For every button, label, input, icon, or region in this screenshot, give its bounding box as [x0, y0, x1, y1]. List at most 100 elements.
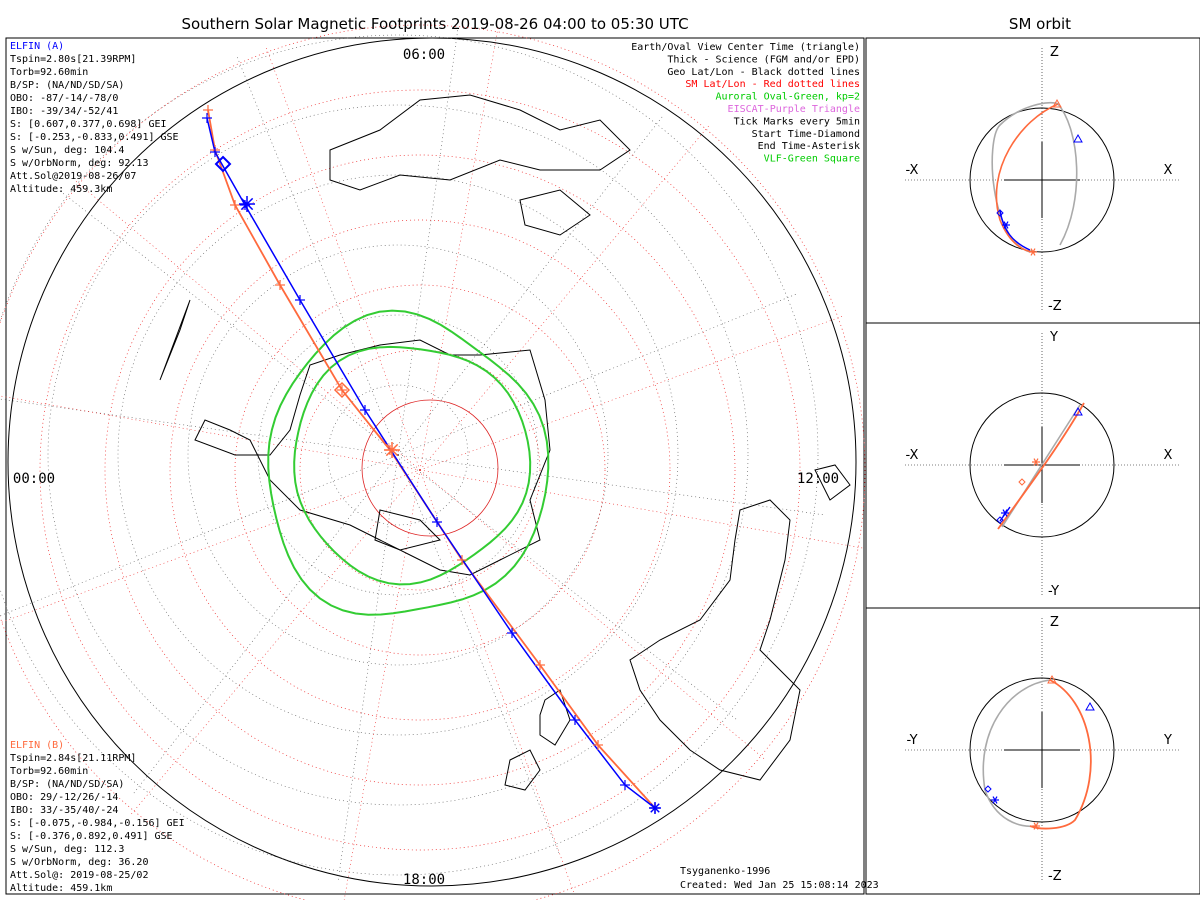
panel-axis-label: Y	[1049, 330, 1058, 345]
sat-a-info-line: S: [0.607,0.377,0.698] GEI	[10, 119, 167, 130]
sm-lon-line	[0, 395, 421, 471]
legend-item: End Time-Asterisk	[758, 141, 860, 152]
sat-a-info: ELFIN (A) Tspin=2.80s[21.39RPM] Torb=92.60…	[10, 41, 179, 195]
sm-lon-line	[419, 125, 710, 471]
created-label: Created: Wed Jan 25 15:08:14 2023	[680, 880, 879, 891]
sm-lat-circle	[0, 24, 866, 900]
sat-a-info-line: Torb=92.60min	[10, 67, 88, 78]
panel-axis-label: -X	[906, 448, 919, 463]
panel-diamond-marker	[1018, 478, 1026, 486]
coastline	[504, 749, 541, 791]
sat-b-info-line: B/SP: (NA/ND/SD/SA)	[10, 779, 124, 790]
model-label: Tsyganenko-1996	[680, 866, 770, 877]
sat-b-info-line: S w/OrbNorm, deg: 36.20	[10, 857, 148, 868]
coastline	[374, 509, 441, 551]
coastline	[329, 94, 631, 191]
legend-item: EISCAT-Purple Triangle	[728, 104, 860, 115]
sat-a-info-line: Tspin=2.80s[21.39RPM]	[10, 54, 136, 65]
sat-b-start-diamond	[333, 381, 351, 399]
orbit-title: SM orbit	[1009, 15, 1071, 33]
sat-b-info-line: OBO: 29/-12/26/-14	[10, 792, 118, 803]
sat-b-info-line: Altitude: 459.1km	[10, 883, 112, 894]
sat-a-asterisk	[240, 197, 254, 211]
sm-lat-circle	[39, 89, 801, 851]
panel-asterisk-marker	[1033, 458, 1039, 466]
sm-lat-circle	[299, 349, 541, 591]
legend-item: Earth/Oval View Center Time (triangle)	[631, 42, 860, 53]
sm-lon-line	[75, 180, 421, 471]
auroral-oval-poleward	[267, 309, 550, 616]
sat-a-info-line: Altitude: 459.3km	[10, 184, 112, 195]
panel-axis-label: X	[1164, 163, 1173, 178]
geo-lon-line	[397, 293, 797, 456]
panel-axis-label: -Y	[906, 733, 917, 748]
geo-lon-line	[397, 29, 459, 456]
sat-a-info-line: S: [-0.253,-0.833,0.491] GSE	[10, 132, 179, 143]
panel-triangle-marker	[1073, 406, 1083, 416]
panel-axis-label: Y	[1163, 733, 1172, 748]
geo-lon-line	[397, 115, 663, 456]
clock-label-left: 00:00	[13, 471, 55, 487]
auroral-oval-equatorward	[293, 345, 532, 586]
panel-axis-label: -Z	[1048, 299, 1062, 314]
panel-asterisk-marker	[1030, 248, 1036, 256]
geo-lon-line	[397, 454, 560, 854]
legend: Earth/Oval View Center Time (triangle)Th…	[631, 42, 860, 165]
sat-a-track	[206, 117, 656, 809]
panel-axis-label: X	[1164, 448, 1173, 463]
sm-lon-line	[419, 26, 499, 471]
sat-a-info-line: IBO: -39/34/-52/41	[10, 106, 118, 117]
geo-lat-circle	[0, 34, 819, 876]
panel-triangle-marker	[1047, 674, 1057, 684]
sat-a-info-line: OBO: -87/-14/-78/0	[10, 93, 118, 104]
earth-circle	[969, 677, 1115, 823]
panel-axis-label: Z	[1050, 615, 1059, 630]
sm-lon-line	[419, 469, 765, 760]
earth-circle	[969, 392, 1115, 538]
legend-item: Thick - Science (FGM and/or EPD)	[667, 54, 860, 65]
geo-lon-line	[0, 454, 399, 617]
sat-b-asterisk	[385, 443, 399, 457]
sm-lon-line	[419, 469, 575, 893]
clock-label-top: 06:00	[403, 47, 445, 63]
clock-label-right: 12:00	[797, 471, 839, 487]
sat-a-start-diamond	[214, 155, 232, 173]
sat-a-info-line: Att.Sol@2019-08-26/07	[10, 171, 136, 182]
sm-lon-line	[419, 315, 843, 471]
orbit-path-b	[1029, 679, 1092, 830]
sat-a-end-asterisk	[650, 803, 660, 813]
sat-b-info-line: Tspin=2.84s[21.11RPM]	[10, 753, 136, 764]
sm-lon-line	[0, 469, 421, 624]
geo-lon-line	[397, 454, 738, 720]
orbit-path-b	[997, 402, 1085, 530]
geo-lat-circle	[187, 244, 609, 666]
sat-a-name: ELFIN (A)	[10, 41, 64, 52]
geo-lon-line	[236, 56, 399, 456]
coastline	[629, 499, 801, 781]
panel-triangle-marker	[1085, 701, 1095, 711]
panel-triangle-marker	[1052, 98, 1062, 108]
geo-lon-line	[397, 454, 824, 516]
orbit-path-b	[995, 103, 1059, 253]
sat-b-info-line: S: [-0.376,0.892,0.491] GSE	[10, 831, 173, 842]
panel-axis-label: -Y	[1048, 584, 1059, 599]
earth-circle	[969, 107, 1115, 253]
sat-b-track	[207, 109, 656, 809]
sat-a-info-line: S w/Sun, deg: 104.4	[10, 145, 124, 156]
coastline	[539, 689, 571, 746]
plot-title: Southern Solar Magnetic Footprints 2019-…	[181, 15, 688, 33]
geo-lon-line	[133, 454, 399, 795]
geo-lat-circle	[257, 314, 539, 596]
legend-item: Tick Marks every 5min	[734, 116, 860, 127]
map-outer-circle	[7, 37, 857, 887]
map-overlay	[202, 105, 661, 814]
panel-axis-label: Z	[1050, 45, 1059, 60]
panel-axis-label: -X	[906, 163, 919, 178]
sat-b-info-line: S w/Sun, deg: 112.3	[10, 844, 124, 855]
clock-label-bottom: 18:00	[403, 872, 445, 888]
panel-axis-label: -Z	[1048, 869, 1062, 884]
orbit-path-gray	[982, 679, 1051, 828]
coastline	[519, 189, 591, 236]
panel-triangle-marker	[1073, 133, 1083, 143]
